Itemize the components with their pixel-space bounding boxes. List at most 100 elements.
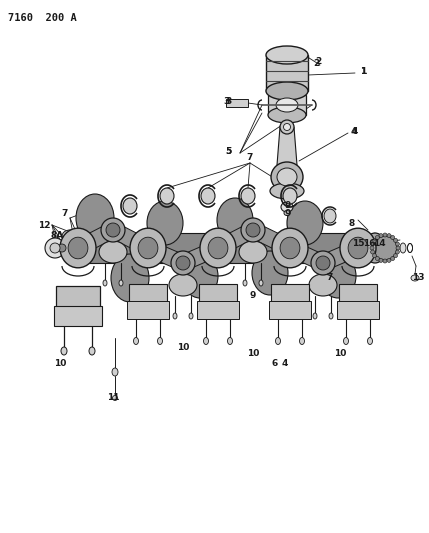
Circle shape [50,243,60,253]
Ellipse shape [320,254,356,298]
Ellipse shape [201,188,215,204]
Text: 11: 11 [107,393,119,402]
Ellipse shape [280,237,300,259]
Text: 13: 13 [412,273,424,282]
Text: 4: 4 [282,359,288,367]
Ellipse shape [372,254,377,257]
Ellipse shape [271,162,303,192]
Polygon shape [214,223,257,255]
Ellipse shape [119,280,123,286]
Polygon shape [250,223,293,255]
Ellipse shape [76,194,114,242]
Ellipse shape [396,242,399,246]
Ellipse shape [130,228,166,268]
Bar [199,284,237,308]
Text: 9: 9 [285,208,291,217]
Ellipse shape [329,313,333,319]
Ellipse shape [370,246,374,250]
Ellipse shape [277,168,297,186]
Ellipse shape [246,223,260,237]
Text: 3: 3 [223,96,229,106]
Ellipse shape [99,241,127,263]
Ellipse shape [160,188,174,204]
Ellipse shape [243,280,247,286]
Text: 10: 10 [247,349,259,358]
Ellipse shape [89,347,95,355]
Text: 8A: 8A [50,230,63,239]
Ellipse shape [239,241,267,263]
Ellipse shape [55,241,69,255]
Ellipse shape [147,201,183,245]
Text: 15: 15 [352,238,364,247]
Ellipse shape [396,246,400,250]
Ellipse shape [283,231,291,238]
Ellipse shape [266,46,308,64]
Ellipse shape [411,275,419,281]
Ellipse shape [287,201,323,245]
Ellipse shape [373,236,397,260]
Text: 1: 1 [360,67,366,76]
Text: 10: 10 [54,359,66,367]
Ellipse shape [60,228,96,268]
Ellipse shape [171,251,195,275]
Text: 8: 8 [349,219,355,228]
Ellipse shape [372,238,377,243]
Bar [268,95,306,115]
Bar [269,301,311,319]
Polygon shape [180,240,221,270]
Ellipse shape [208,237,228,259]
Ellipse shape [375,256,379,261]
Ellipse shape [101,218,125,242]
Ellipse shape [266,82,308,100]
Ellipse shape [383,233,387,237]
Ellipse shape [284,211,290,215]
Ellipse shape [313,313,317,319]
Ellipse shape [379,259,383,262]
Ellipse shape [106,223,120,237]
Text: 7: 7 [62,209,68,219]
Bar [56,286,100,314]
Ellipse shape [61,347,67,355]
Ellipse shape [241,188,255,204]
Ellipse shape [276,98,298,112]
Ellipse shape [103,280,107,286]
Bar [127,301,169,319]
Ellipse shape [316,256,330,270]
Bar [226,99,248,107]
Ellipse shape [393,238,398,243]
Ellipse shape [112,368,118,376]
Ellipse shape [391,256,395,261]
Text: 7160  200 A: 7160 200 A [8,13,77,23]
Polygon shape [109,223,152,255]
Text: 4: 4 [352,127,358,136]
Text: 3: 3 [225,98,231,107]
Bar [339,284,377,308]
Polygon shape [145,240,186,270]
Ellipse shape [217,198,253,242]
Text: 7: 7 [247,154,253,163]
Ellipse shape [203,337,208,344]
Ellipse shape [268,107,306,123]
Text: 2: 2 [315,58,321,67]
Ellipse shape [189,313,193,319]
Ellipse shape [348,237,368,259]
Ellipse shape [387,233,391,238]
Ellipse shape [272,228,308,268]
Ellipse shape [176,256,190,270]
Ellipse shape [241,218,265,242]
Ellipse shape [391,236,395,239]
Ellipse shape [371,242,375,246]
Ellipse shape [133,337,139,344]
Ellipse shape [112,395,118,400]
Ellipse shape [280,120,294,134]
Ellipse shape [173,313,177,319]
Bar [197,301,239,319]
Ellipse shape [375,236,379,239]
Text: 9: 9 [250,292,256,301]
Circle shape [45,238,65,258]
Ellipse shape [371,250,375,254]
Text: 5: 5 [225,147,231,156]
Ellipse shape [309,274,337,296]
Text: 5: 5 [225,147,231,156]
Ellipse shape [227,337,233,344]
